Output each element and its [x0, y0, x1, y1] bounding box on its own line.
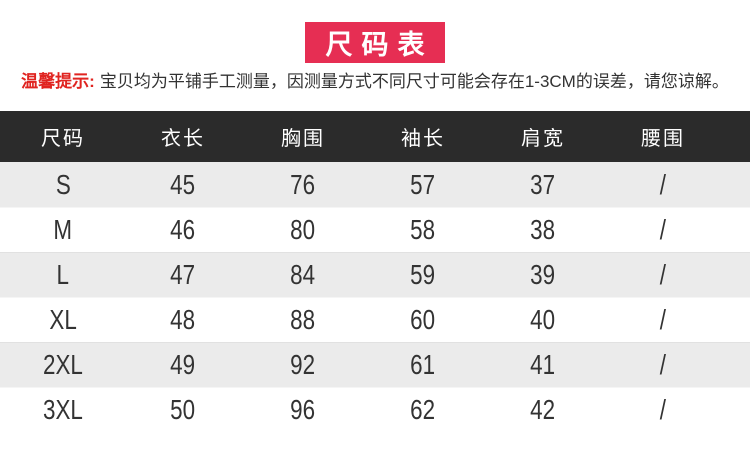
size-cell: L	[56, 259, 70, 290]
value-cell: 60	[410, 304, 436, 335]
value-cell: 45	[170, 168, 196, 200]
notice-prefix: 温馨提示:	[21, 72, 95, 91]
value-cell: 49	[170, 349, 196, 380]
table-row: XL 48 88 60 40 /	[0, 297, 750, 342]
value-cell: 59	[410, 259, 436, 290]
column-header: 衣长	[161, 128, 205, 150]
value-cell: 38	[530, 214, 556, 245]
value-cell: 48	[170, 304, 196, 335]
value-cell: 41	[530, 349, 556, 380]
value-cell: /	[659, 349, 667, 380]
size-cell: 3XL	[43, 394, 83, 425]
value-cell: 61	[410, 349, 436, 380]
notice-text: 宝贝均为平铺手工测量，因测量方式不同尺寸可能会存在1-3CM的误差，请您谅解。	[99, 72, 729, 91]
value-cell: 46	[170, 214, 196, 245]
banner-title: 尺码表	[325, 30, 434, 60]
column-header: 袖长	[401, 128, 445, 150]
value-cell: 84	[290, 259, 316, 290]
value-cell: /	[659, 259, 667, 290]
value-cell: 40	[530, 304, 556, 335]
table-row: L 47 84 59 39 /	[0, 252, 750, 297]
column-header: 尺码	[41, 128, 85, 150]
value-cell: 47	[170, 259, 196, 290]
size-cell: M	[53, 214, 73, 245]
value-cell: 37	[530, 168, 556, 200]
size-cell: 2XL	[43, 349, 83, 380]
size-chart-banner: 尺码表	[305, 22, 445, 63]
table-body: S 45 76 57 37 / M 46 80 58 38 / L 47 84 59 39 / XL 48 88 60 40…	[0, 162, 750, 432]
table-row: S 45 76 57 37 /	[0, 162, 750, 207]
table-row: 2XL 49 92 61 41 /	[0, 342, 750, 387]
value-cell: /	[659, 168, 667, 200]
column-header: 胸围	[281, 128, 325, 150]
size-table: 尺码 衣长 胸围 袖长 肩宽 腰围 S 45 76 57 37 / M 46 80 58 38 / L 47 84 59…	[0, 111, 750, 432]
value-cell: 57	[410, 168, 436, 200]
size-cell: XL	[49, 304, 77, 335]
size-cell: S	[55, 168, 71, 200]
value-cell: /	[659, 304, 667, 335]
value-cell: 62	[410, 394, 436, 425]
value-cell: /	[659, 214, 667, 245]
value-cell: 88	[290, 304, 316, 335]
value-cell: 80	[290, 214, 316, 245]
value-cell: 92	[290, 349, 316, 380]
column-header: 腰围	[641, 128, 685, 150]
value-cell: 58	[410, 214, 436, 245]
value-cell: 76	[290, 168, 316, 200]
column-header: 肩宽	[521, 128, 565, 150]
table-row: 3XL 50 96 62 42 /	[0, 387, 750, 432]
table-header-row: 尺码 衣长 胸围 袖长 肩宽 腰围	[0, 111, 750, 162]
table-row: M 46 80 58 38 /	[0, 207, 750, 252]
value-cell: 39	[530, 259, 556, 290]
value-cell: 50	[170, 394, 196, 425]
value-cell: /	[659, 394, 667, 425]
value-cell: 96	[290, 394, 316, 425]
value-cell: 42	[530, 394, 556, 425]
notice-line: 温馨提示: 宝贝均为平铺手工测量，因测量方式不同尺寸可能会存在1-3CM的误差，请…	[0, 67, 750, 92]
